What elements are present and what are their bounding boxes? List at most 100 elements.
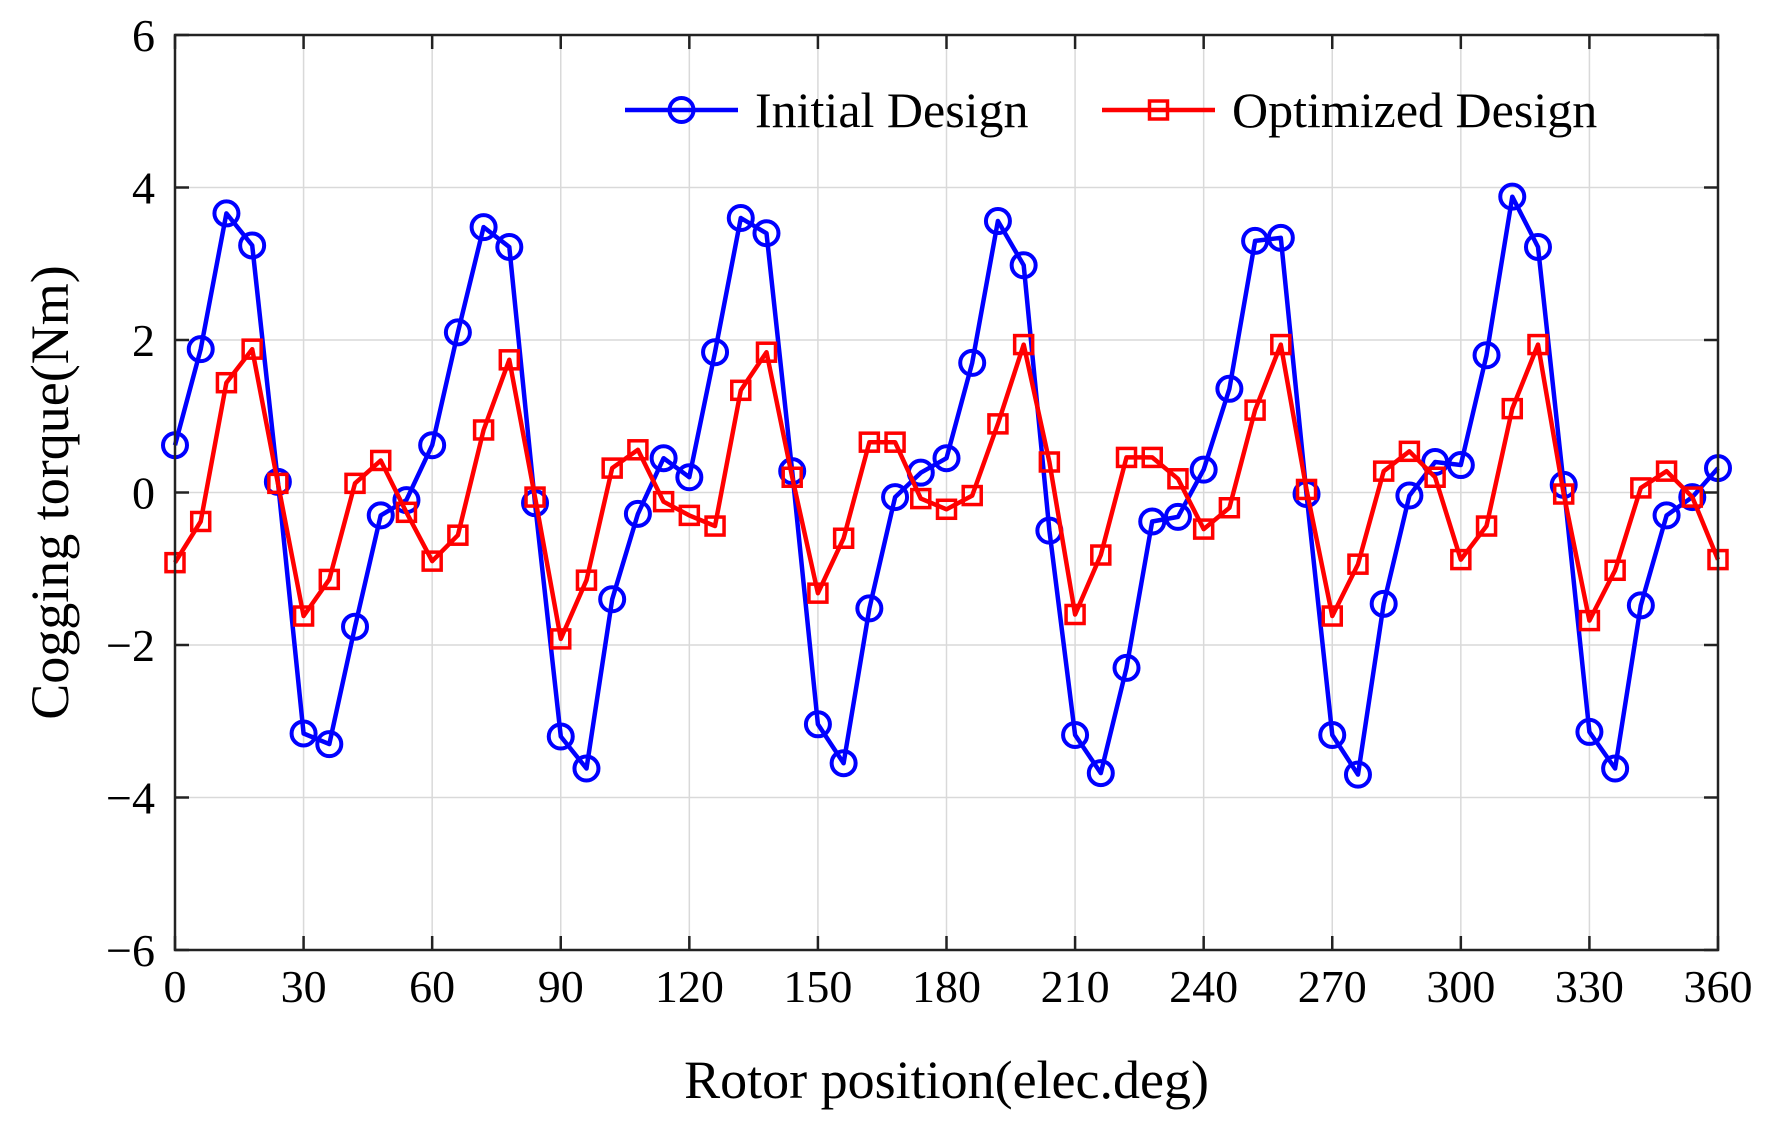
data-point (855, 594, 884, 623)
data-point (1552, 483, 1575, 505)
data-point (421, 550, 443, 572)
series-initial-design (161, 182, 1732, 789)
data-point (649, 444, 678, 473)
x-tick-label: 180 (912, 961, 981, 1012)
x-axis-title: Rotor position(elec.deg) (684, 1050, 1209, 1110)
data-point (807, 582, 829, 604)
legend-swatch-marker (1147, 99, 1170, 121)
data-point (1575, 717, 1604, 746)
data-point (186, 335, 215, 364)
legend-label: Optimized Design (1232, 82, 1597, 138)
data-point (215, 371, 238, 394)
data-point (1398, 440, 1421, 463)
data-point (881, 483, 910, 512)
data-point (1218, 497, 1241, 519)
data-point (755, 341, 778, 363)
data-point (1115, 446, 1138, 469)
data-point (495, 232, 524, 261)
data-point (572, 754, 601, 783)
data-point (344, 472, 366, 495)
data-point (189, 510, 212, 533)
data-point (1655, 460, 1678, 482)
data-point (1681, 486, 1704, 508)
grid (174, 34, 1719, 951)
series-layer (161, 182, 1732, 789)
data-point (1241, 226, 1270, 255)
data-point (1498, 182, 1527, 211)
data-point (1138, 507, 1167, 536)
data-point (1450, 548, 1472, 571)
legend-entry: Optimized Design (1102, 82, 1597, 138)
data-point (341, 612, 370, 641)
data-point (395, 501, 418, 524)
x-tick-label: 90 (538, 961, 584, 1012)
x-tick-label: 240 (1169, 961, 1238, 1012)
data-point (1266, 223, 1295, 252)
data-point (1189, 455, 1218, 484)
data-point (704, 515, 726, 537)
y-axis-title: Cogging torque(Nm) (20, 265, 80, 719)
data-point (675, 463, 704, 492)
data-point (829, 749, 858, 778)
data-point (1141, 446, 1163, 469)
data-point (1472, 341, 1501, 370)
data-point (935, 498, 958, 521)
data-point (726, 204, 755, 232)
data-point (498, 349, 521, 371)
data-point (1321, 605, 1343, 627)
data-point (1064, 603, 1086, 626)
data-point (472, 419, 495, 441)
series-line (172, 194, 1720, 777)
data-point (1601, 754, 1630, 783)
data-point (315, 730, 344, 759)
data-point (1343, 760, 1372, 789)
data-point (803, 710, 832, 739)
data-point (1061, 720, 1090, 749)
data-point (1578, 609, 1601, 632)
data-point (289, 719, 318, 748)
data-point (832, 527, 855, 549)
data-point (443, 318, 472, 347)
data-point (987, 413, 1009, 435)
axis-ticks: 0 30 60 90 120 150 180 210 240 270 300 330 360−6−4−2… (106, 10, 1752, 1012)
data-point (1369, 589, 1398, 618)
data-point (910, 487, 932, 510)
data-point (418, 431, 447, 460)
data-point (1215, 374, 1244, 403)
y-tick-label: 6 (132, 10, 155, 61)
x-tick-label: 60 (409, 961, 455, 1012)
data-point (550, 628, 572, 650)
data-point (1244, 399, 1266, 421)
data-point (1192, 518, 1215, 540)
x-tick-label: 300 (1426, 961, 1495, 1012)
data-point (678, 504, 701, 527)
data-point (1446, 451, 1475, 480)
y-tick-label: 4 (132, 163, 155, 214)
data-point (241, 338, 263, 360)
data-point (1424, 466, 1446, 488)
legend-label: Initial Design (755, 82, 1029, 138)
data-point (958, 348, 987, 377)
data-point (1395, 481, 1424, 510)
data-point (1678, 483, 1707, 512)
data-point (1318, 720, 1347, 749)
data-point (1626, 591, 1655, 620)
data-point (1163, 502, 1192, 531)
data-point (1012, 333, 1035, 356)
series-optimized-design (164, 333, 1729, 650)
data-point (292, 605, 315, 627)
data-point (1652, 501, 1681, 530)
data-point (961, 484, 983, 507)
data-point (858, 431, 881, 453)
data-point (1372, 460, 1395, 482)
data-point (1090, 544, 1112, 566)
data-point (1112, 653, 1141, 682)
data-point (212, 199, 241, 228)
x-tick-label: 120 (655, 961, 724, 1012)
data-point (1270, 333, 1292, 356)
data-point (598, 585, 627, 614)
x-tick-label: 330 (1555, 961, 1624, 1012)
y-tick-label: −2 (106, 620, 155, 671)
data-point (1295, 478, 1318, 501)
